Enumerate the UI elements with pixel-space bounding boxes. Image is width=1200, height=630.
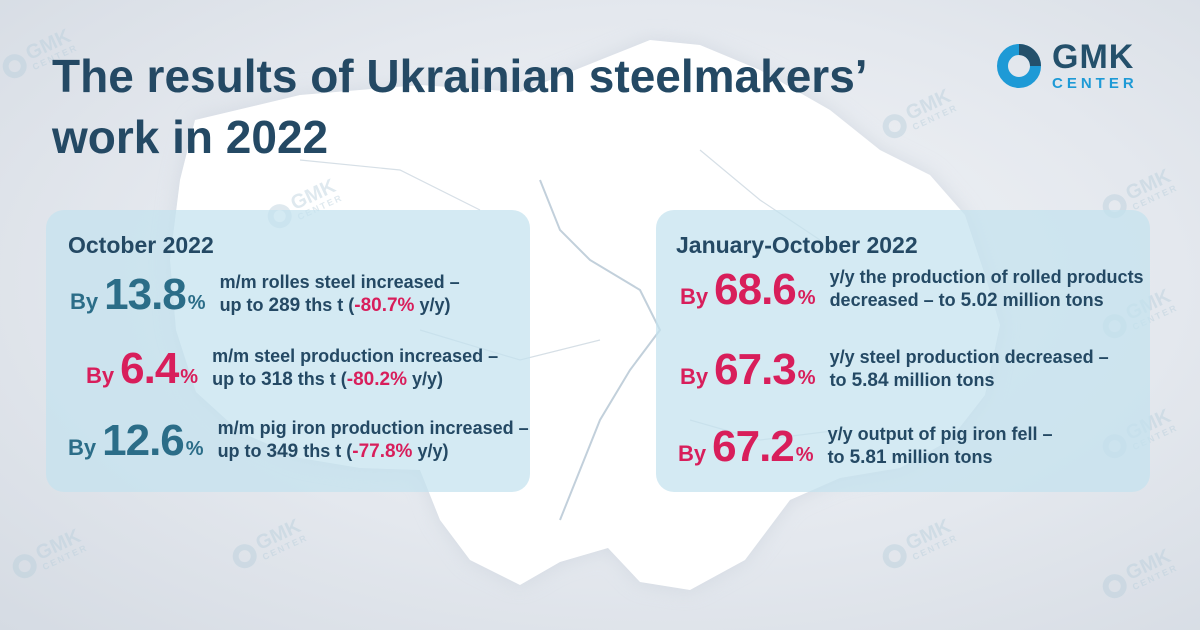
stat-percentage: By 12.6% [68,416,204,465]
stat-description: m/m steel production increased – up to 3… [212,346,499,391]
stat-row: By 67.3% y/y steel production decreased –… [680,345,1109,395]
stat-description: y/y the production of rolled products de… [829,267,1144,312]
logo-main-text: GMK [1052,38,1135,76]
stat-row: By 13.8% m/m rolles steel increased – up … [70,270,460,320]
stat-percentage: By 68.6% [680,265,816,314]
stat-description: m/m rolles steel increased – up to 289 t… [219,272,460,317]
stat-row: By 12.6% m/m pig iron production increase… [68,416,529,466]
stat-row: By 68.6% y/y the production of rolled pro… [680,265,1144,315]
logo-sub-text: CENTER [1052,75,1138,92]
page-title: The results of Ukrainian steelmakers’ wo… [52,50,866,164]
january-october-2022-panel: January-October 2022 By 68.6% y/y the pro… [656,210,1150,492]
stat-description: y/y output of pig iron fell – to 5.81 mi… [827,424,1053,469]
stat-percentage: By 67.3% [680,345,816,394]
stat-percentage: By 67.2% [678,422,814,471]
panel-title: January-October 2022 [676,232,918,258]
stat-percentage: By 13.8% [70,270,206,319]
stat-percentage: By 6.4% [86,344,199,393]
panel-title: October 2022 [68,232,214,258]
october-2022-panel: October 2022 By 13.8% m/m rolles steel in… [46,210,530,492]
gmk-center-logo: GMK CENTER [996,40,1138,91]
stat-row: By 67.2% y/y output of pig iron fell – to… [678,422,1053,472]
stat-description: m/m pig iron production increased – up t… [217,418,529,463]
stat-description: y/y steel production decreased – to 5.84… [829,347,1109,392]
stat-row: By 6.4% m/m steel production increased – … [86,344,498,394]
logo-ring-icon [997,43,1041,88]
